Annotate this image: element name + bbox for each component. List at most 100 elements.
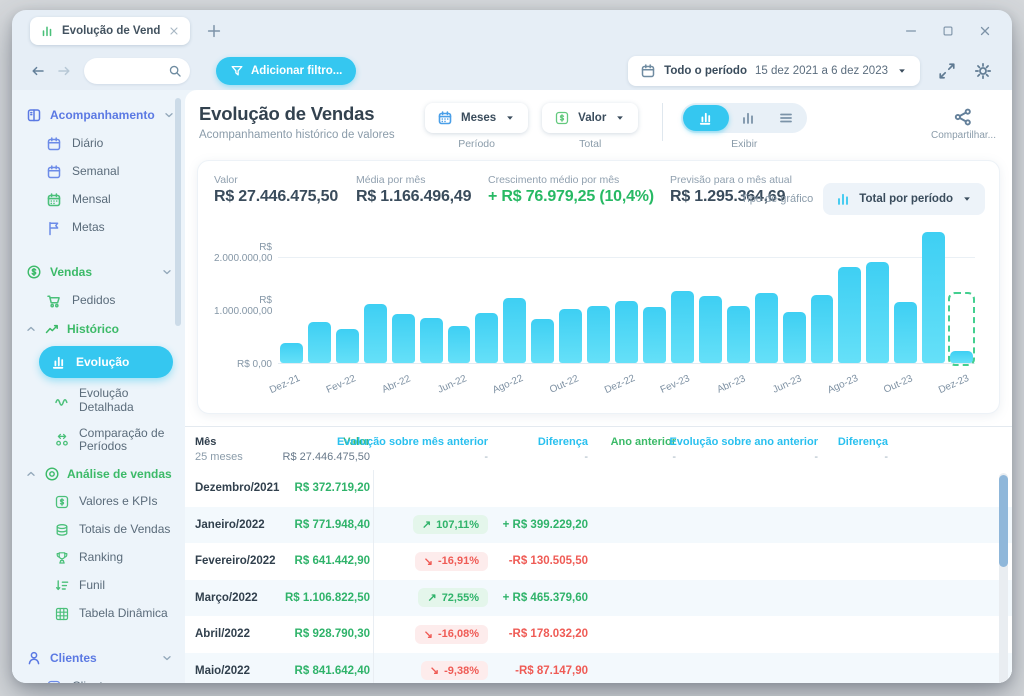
- sidebar-item-tabela-dinamica[interactable]: Tabela Dinâmica: [12, 600, 185, 628]
- close-window-icon[interactable]: [978, 24, 992, 38]
- bar[interactable]: [642, 307, 666, 363]
- sidebar-item-totais-de-vendas[interactable]: Totais de Vendas: [12, 516, 185, 544]
- total-dropdown[interactable]: Valor: [542, 103, 639, 133]
- sidebar-item-evolucao-detalhada[interactable]: Evolução Detalhada: [12, 381, 185, 421]
- bar[interactable]: [615, 301, 638, 363]
- search-input[interactable]: [84, 58, 190, 84]
- kpi-value: R$ 27.446.475,50: [214, 188, 339, 205]
- sidebar-item-metas[interactable]: Metas: [12, 214, 185, 242]
- bar[interactable]: [391, 313, 415, 363]
- chevron-down-icon[interactable]: [161, 266, 173, 278]
- table-row[interactable]: Janeiro/2022 R$ 771.948,40 ↗ 107,11% + R$ 39…: [185, 506, 1012, 543]
- arrow-down-icon: ↘: [429, 665, 440, 678]
- bar[interactable]: [698, 296, 722, 363]
- x-axis-label: Fev-23: [658, 373, 692, 396]
- bar[interactable]: [280, 343, 303, 363]
- bar[interactable]: [419, 318, 443, 363]
- dollar-square-icon: [54, 494, 70, 510]
- sidebar-item-mensal[interactable]: Mensal: [12, 186, 185, 214]
- bar[interactable]: [922, 231, 946, 363]
- bar[interactable]: [894, 301, 918, 363]
- bar[interactable]: [335, 329, 359, 363]
- bar[interactable]: [670, 291, 694, 363]
- table-header: Mês 25 meses Valor R$ 27.446.475,50 Evolução…: [185, 427, 1012, 470]
- chevron-up-icon[interactable]: [25, 323, 37, 335]
- close-tab-icon[interactable]: [168, 25, 180, 37]
- table-row[interactable]: Fevereiro/2022 R$ 641.442,90 ↘ -16,91% -R$ 1…: [185, 543, 1012, 580]
- arrow-down-icon: ↘: [423, 628, 434, 641]
- table-row[interactable]: Maio/2022 R$ 841.642,40 ↘ -9,38% -R$ 87.147,…: [185, 652, 1012, 683]
- page-title: Evolução de Vendas: [199, 103, 375, 124]
- tab-evolucao-de-vendas[interactable]: Evolução de Vendas: [30, 17, 190, 45]
- display-list-option[interactable]: [767, 105, 805, 131]
- sidebar-item-label: Metas: [72, 220, 105, 235]
- sidebar-scrollbar[interactable]: [175, 98, 181, 326]
- chart-table-icon: [698, 110, 714, 126]
- y-axis-label: R$ 0,00: [236, 359, 272, 370]
- bar[interactable]: [363, 304, 387, 363]
- bar[interactable]: [531, 319, 555, 363]
- evolution-percent: -16,08%: [438, 628, 479, 641]
- x-axis-label: Jun-22: [436, 373, 469, 396]
- bar-cell: [280, 343, 303, 363]
- bar[interactable]: [475, 313, 499, 363]
- sidebar-section-acompanhamento[interactable]: Acompanhamento: [12, 100, 185, 130]
- back-arrow-icon[interactable]: [30, 63, 46, 79]
- column-subtext: -: [584, 451, 588, 463]
- maximize-icon[interactable]: [942, 25, 954, 37]
- sidebar-item-pedidos[interactable]: Pedidos: [12, 287, 185, 315]
- column-subtext: -: [814, 451, 818, 463]
- bar-cell: [391, 313, 415, 363]
- x-axis-label: Out-22: [547, 373, 581, 396]
- sidebar-item-clientes[interactable]: Clientes: [12, 673, 185, 683]
- table-row[interactable]: Abril/2022 R$ 928.790,30 ↘ -16,08% -R$ 178.0…: [185, 616, 1012, 653]
- bar[interactable]: [447, 325, 471, 363]
- cell-month: Janeiro/2022: [195, 518, 265, 531]
- display-caption: Exibir: [731, 138, 758, 150]
- bar[interactable]: [503, 297, 527, 363]
- display-chart-option[interactable]: [729, 105, 767, 131]
- sidebar-item-diario[interactable]: Diário: [12, 130, 185, 158]
- sidebar-section-clientes[interactable]: Clientes: [12, 643, 185, 673]
- bar[interactable]: [307, 322, 331, 363]
- table-scrollbar-track[interactable]: [999, 473, 1008, 683]
- sidebar-subsection-historico[interactable]: Histórico: [12, 315, 185, 343]
- display-chart-table-option[interactable]: [683, 105, 730, 131]
- bar[interactable]: [559, 309, 583, 363]
- add-filter-button[interactable]: Adicionar filtro...: [216, 57, 357, 85]
- bar[interactable]: [866, 261, 890, 363]
- period-dropdown[interactable]: Meses: [425, 103, 529, 133]
- share-button[interactable]: Compartilhar...: [931, 103, 996, 141]
- bar[interactable]: [950, 350, 974, 363]
- date-range-selector[interactable]: Todo o período 15 dez 2021 a 6 dez 2023: [628, 56, 920, 86]
- difference-value: -R$ 87.147,90: [515, 664, 588, 677]
- sidebar-item-comparacao-de-periodos[interactable]: Comparação de Períodos: [12, 421, 185, 461]
- sidebar-section-vendas[interactable]: Vendas: [12, 257, 185, 287]
- chevron-down-icon[interactable]: [163, 109, 175, 121]
- new-tab-button[interactable]: [206, 23, 222, 39]
- gear-icon[interactable]: [974, 62, 992, 80]
- table-scrollbar-thumb[interactable]: [999, 475, 1008, 567]
- table-row[interactable]: Março/2022 R$ 1.106.822,50 ↗ 72,55% + R$ 465…: [185, 579, 1012, 616]
- bar[interactable]: [587, 305, 611, 363]
- bar[interactable]: [838, 267, 862, 363]
- minimize-icon[interactable]: [904, 24, 918, 38]
- bar[interactable]: [810, 295, 834, 363]
- bar-cell: [363, 304, 387, 363]
- chevron-up-icon[interactable]: [25, 468, 37, 480]
- cell-value: R$ 1.106.822,50: [284, 591, 370, 604]
- chevron-down-icon[interactable]: [161, 652, 173, 664]
- sidebar-item-funil[interactable]: Funil: [12, 572, 185, 600]
- fullscreen-icon[interactable]: [938, 62, 956, 80]
- forward-arrow-icon[interactable]: [56, 63, 72, 79]
- sidebar-item-valores-e-kpis[interactable]: Valores e KPIs: [12, 488, 185, 516]
- sidebar-item-semanal[interactable]: Semanal: [12, 158, 185, 186]
- bar[interactable]: [782, 312, 806, 363]
- bar[interactable]: [754, 293, 778, 363]
- table-row[interactable]: Dezembro/2021 R$ 372.719,20: [185, 470, 1012, 507]
- sidebar-item-evolucao[interactable]: Evolução: [39, 346, 173, 378]
- chart-type-dropdown[interactable]: Total por período: [823, 183, 985, 215]
- sidebar-item-ranking[interactable]: Ranking: [12, 544, 185, 572]
- bar[interactable]: [726, 306, 750, 363]
- sidebar-subsection-analise-de-vendas[interactable]: Análise de vendas: [12, 460, 185, 488]
